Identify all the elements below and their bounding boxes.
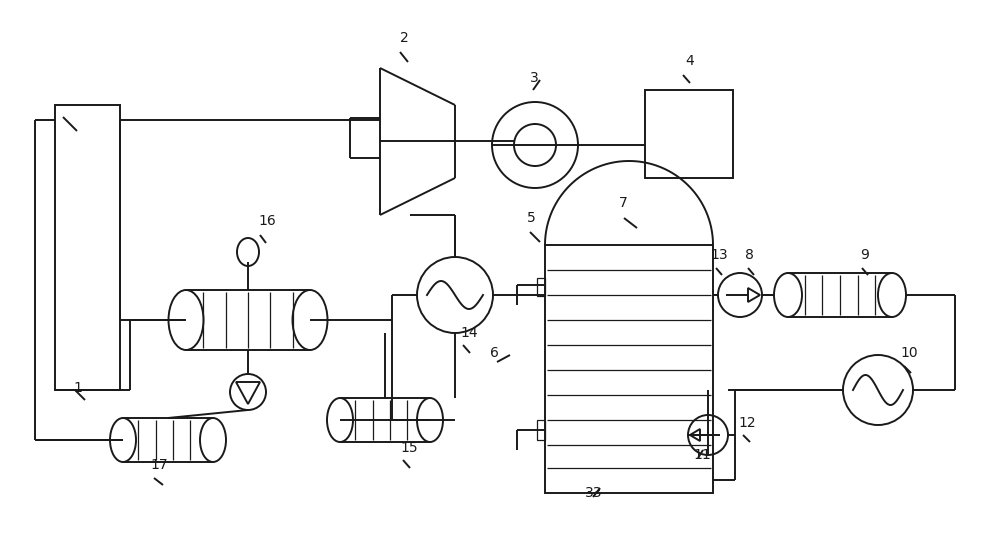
Bar — [545, 245, 713, 493]
Bar — [537, 278, 545, 296]
Text: 8: 8 — [745, 248, 754, 262]
Text: 14: 14 — [460, 326, 478, 340]
Text: 17: 17 — [150, 458, 168, 472]
Bar — [537, 420, 545, 440]
Text: 7: 7 — [619, 196, 628, 210]
Text: 12: 12 — [738, 416, 756, 430]
Text: 16: 16 — [258, 214, 276, 228]
Bar — [55, 105, 120, 390]
Text: 11: 11 — [693, 448, 711, 462]
Text: 4: 4 — [685, 54, 694, 68]
Text: 15: 15 — [400, 441, 418, 455]
Text: 5: 5 — [527, 211, 536, 225]
Text: 6: 6 — [490, 346, 499, 360]
Text: 9: 9 — [860, 248, 869, 262]
Text: 33: 33 — [585, 486, 602, 500]
Text: 1: 1 — [73, 381, 82, 395]
Text: 2: 2 — [400, 31, 409, 45]
Text: 3: 3 — [530, 71, 539, 85]
Bar — [645, 90, 733, 178]
Text: 13: 13 — [710, 248, 728, 262]
Text: 10: 10 — [900, 346, 918, 360]
